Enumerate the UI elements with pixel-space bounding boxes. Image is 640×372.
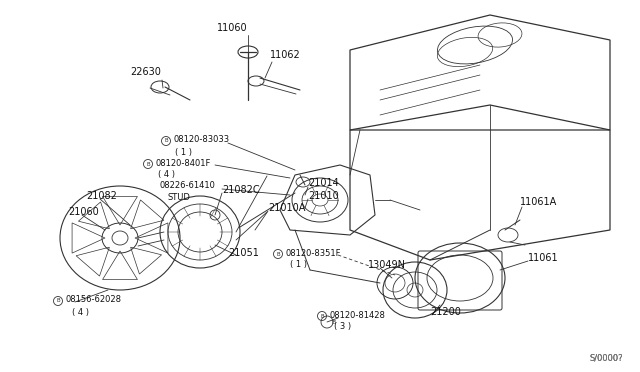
Text: B: B — [276, 251, 280, 257]
Text: B: B — [164, 138, 168, 144]
Text: 21060: 21060 — [68, 207, 99, 217]
Text: ( 3 ): ( 3 ) — [334, 323, 351, 331]
Text: 11062: 11062 — [270, 50, 301, 60]
Text: 21051: 21051 — [228, 248, 259, 258]
Text: B: B — [320, 314, 324, 318]
Text: 21082C: 21082C — [222, 185, 260, 195]
Text: 08120-8401F: 08120-8401F — [156, 158, 211, 167]
Text: 21014: 21014 — [308, 178, 339, 188]
Text: 08120-81428: 08120-81428 — [330, 311, 386, 320]
Text: 08120-8351F: 08120-8351F — [286, 248, 342, 257]
Text: 21200: 21200 — [430, 307, 461, 317]
Text: 21082: 21082 — [86, 191, 117, 201]
Text: 08156-62028: 08156-62028 — [66, 295, 122, 305]
Text: S/0000?: S/0000? — [590, 353, 623, 362]
Text: 11061: 11061 — [528, 253, 559, 263]
Text: B: B — [331, 320, 335, 324]
Text: B: B — [146, 161, 150, 167]
Text: 21010: 21010 — [308, 191, 339, 201]
Text: STUD: STUD — [168, 192, 191, 202]
Text: 11060: 11060 — [217, 23, 247, 33]
Text: B: B — [56, 298, 60, 304]
Text: 11061A: 11061A — [520, 197, 557, 207]
Text: ( 1 ): ( 1 ) — [175, 148, 192, 157]
Text: ( 4 ): ( 4 ) — [72, 308, 89, 317]
Text: 22630: 22630 — [130, 67, 161, 77]
Text: 13049N: 13049N — [368, 260, 406, 270]
Text: 08226-61410: 08226-61410 — [160, 182, 216, 190]
Text: ( 1 ): ( 1 ) — [290, 260, 307, 269]
Text: 08120-83033: 08120-83033 — [174, 135, 230, 144]
Text: S/0000?: S/0000? — [590, 353, 623, 362]
Text: ( 4 ): ( 4 ) — [158, 170, 175, 180]
Text: 21010A: 21010A — [268, 203, 305, 213]
